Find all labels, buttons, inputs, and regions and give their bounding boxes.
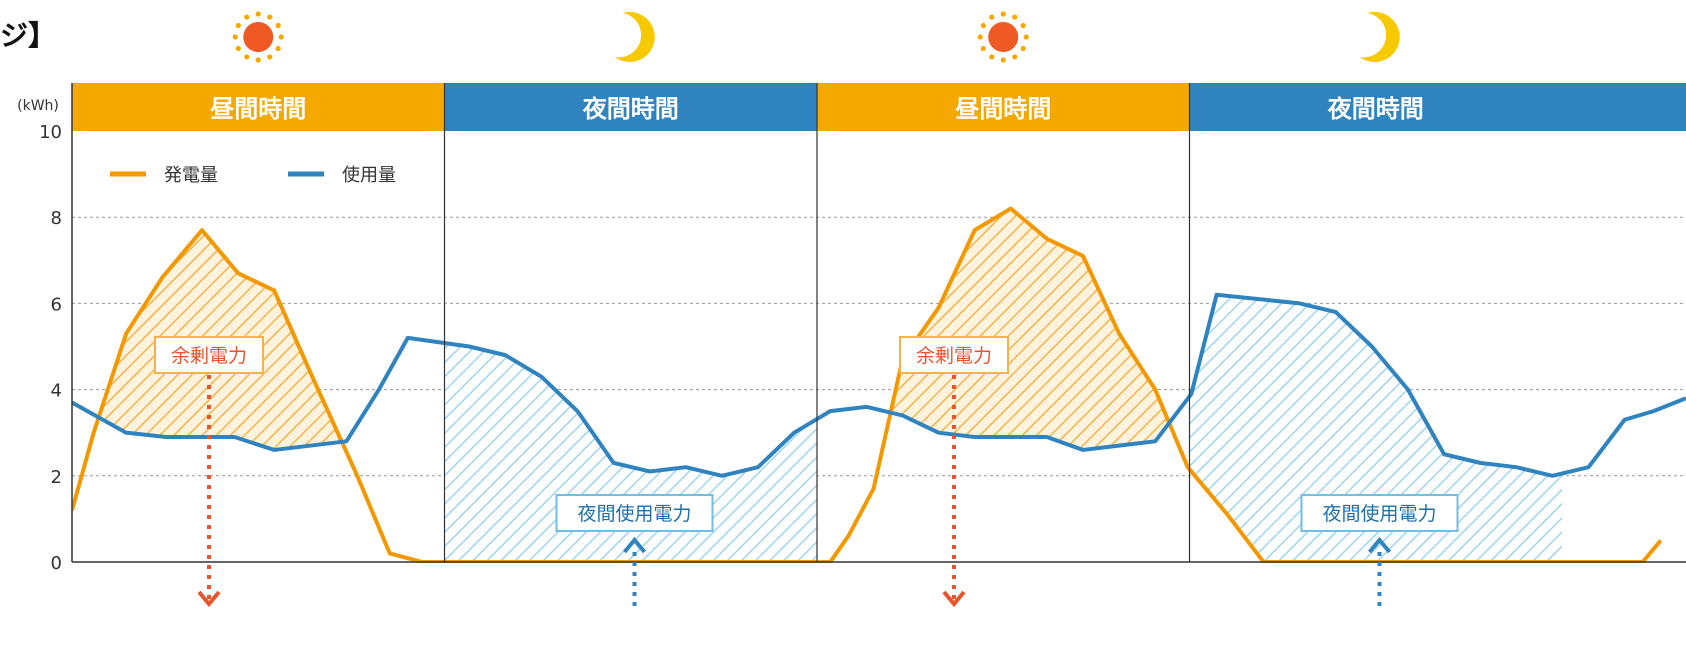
period-header-night: 夜間時間	[1189, 83, 1686, 131]
generation-line	[72, 206, 1663, 563]
night-usage-area	[444, 343, 817, 562]
night-usage-label: 夜間使用電力	[555, 494, 714, 610]
usage-line	[72, 292, 1686, 478]
sun-icon	[977, 11, 1029, 63]
svg-text:夜間使用電力: 夜間使用電力	[577, 503, 691, 525]
period-label: 昼間時間	[955, 95, 1051, 123]
period-label: 夜間時間	[1327, 95, 1424, 123]
surplus-label: 余剰電力	[154, 336, 264, 608]
svg-text:余剰電力: 余剰電力	[916, 345, 992, 367]
partial-title: ジ】	[0, 19, 57, 52]
night-usage-area	[1189, 294, 1562, 562]
svg-text:発電量: 発電量	[164, 165, 218, 186]
period-label: 昼間時間	[210, 95, 306, 123]
moon-icon	[1359, 12, 1400, 62]
legend-entry: 発電量	[110, 165, 218, 186]
surplus-label: 余剰電力	[899, 336, 1009, 608]
y-tick-label: 2	[51, 467, 62, 488]
period-label: 夜間時間	[582, 95, 679, 123]
y-tick-label: 6	[51, 294, 62, 315]
legend-entry: 使用量	[288, 165, 396, 186]
y-axis-unit: (kWh)	[17, 98, 59, 114]
moon-icon	[614, 11, 655, 63]
y-tick-label: 10	[39, 122, 62, 143]
svg-text:夜間使用電力: 夜間使用電力	[1322, 503, 1436, 525]
period-header-night: 夜間時間	[444, 83, 817, 131]
y-tick-label: 4	[51, 381, 62, 402]
y-tick-label: 0	[51, 553, 62, 574]
sun-icon	[232, 11, 284, 63]
svg-text:余剰電力: 余剰電力	[171, 345, 247, 367]
surplus-area	[891, 209, 1168, 450]
y-tick-label: 8	[51, 208, 62, 229]
period-header-day: 昼間時間	[72, 83, 445, 131]
night-usage-label: 夜間使用電力	[1300, 494, 1459, 610]
svg-text:使用量: 使用量	[342, 165, 396, 186]
period-header-day: 昼間時間	[817, 83, 1190, 131]
